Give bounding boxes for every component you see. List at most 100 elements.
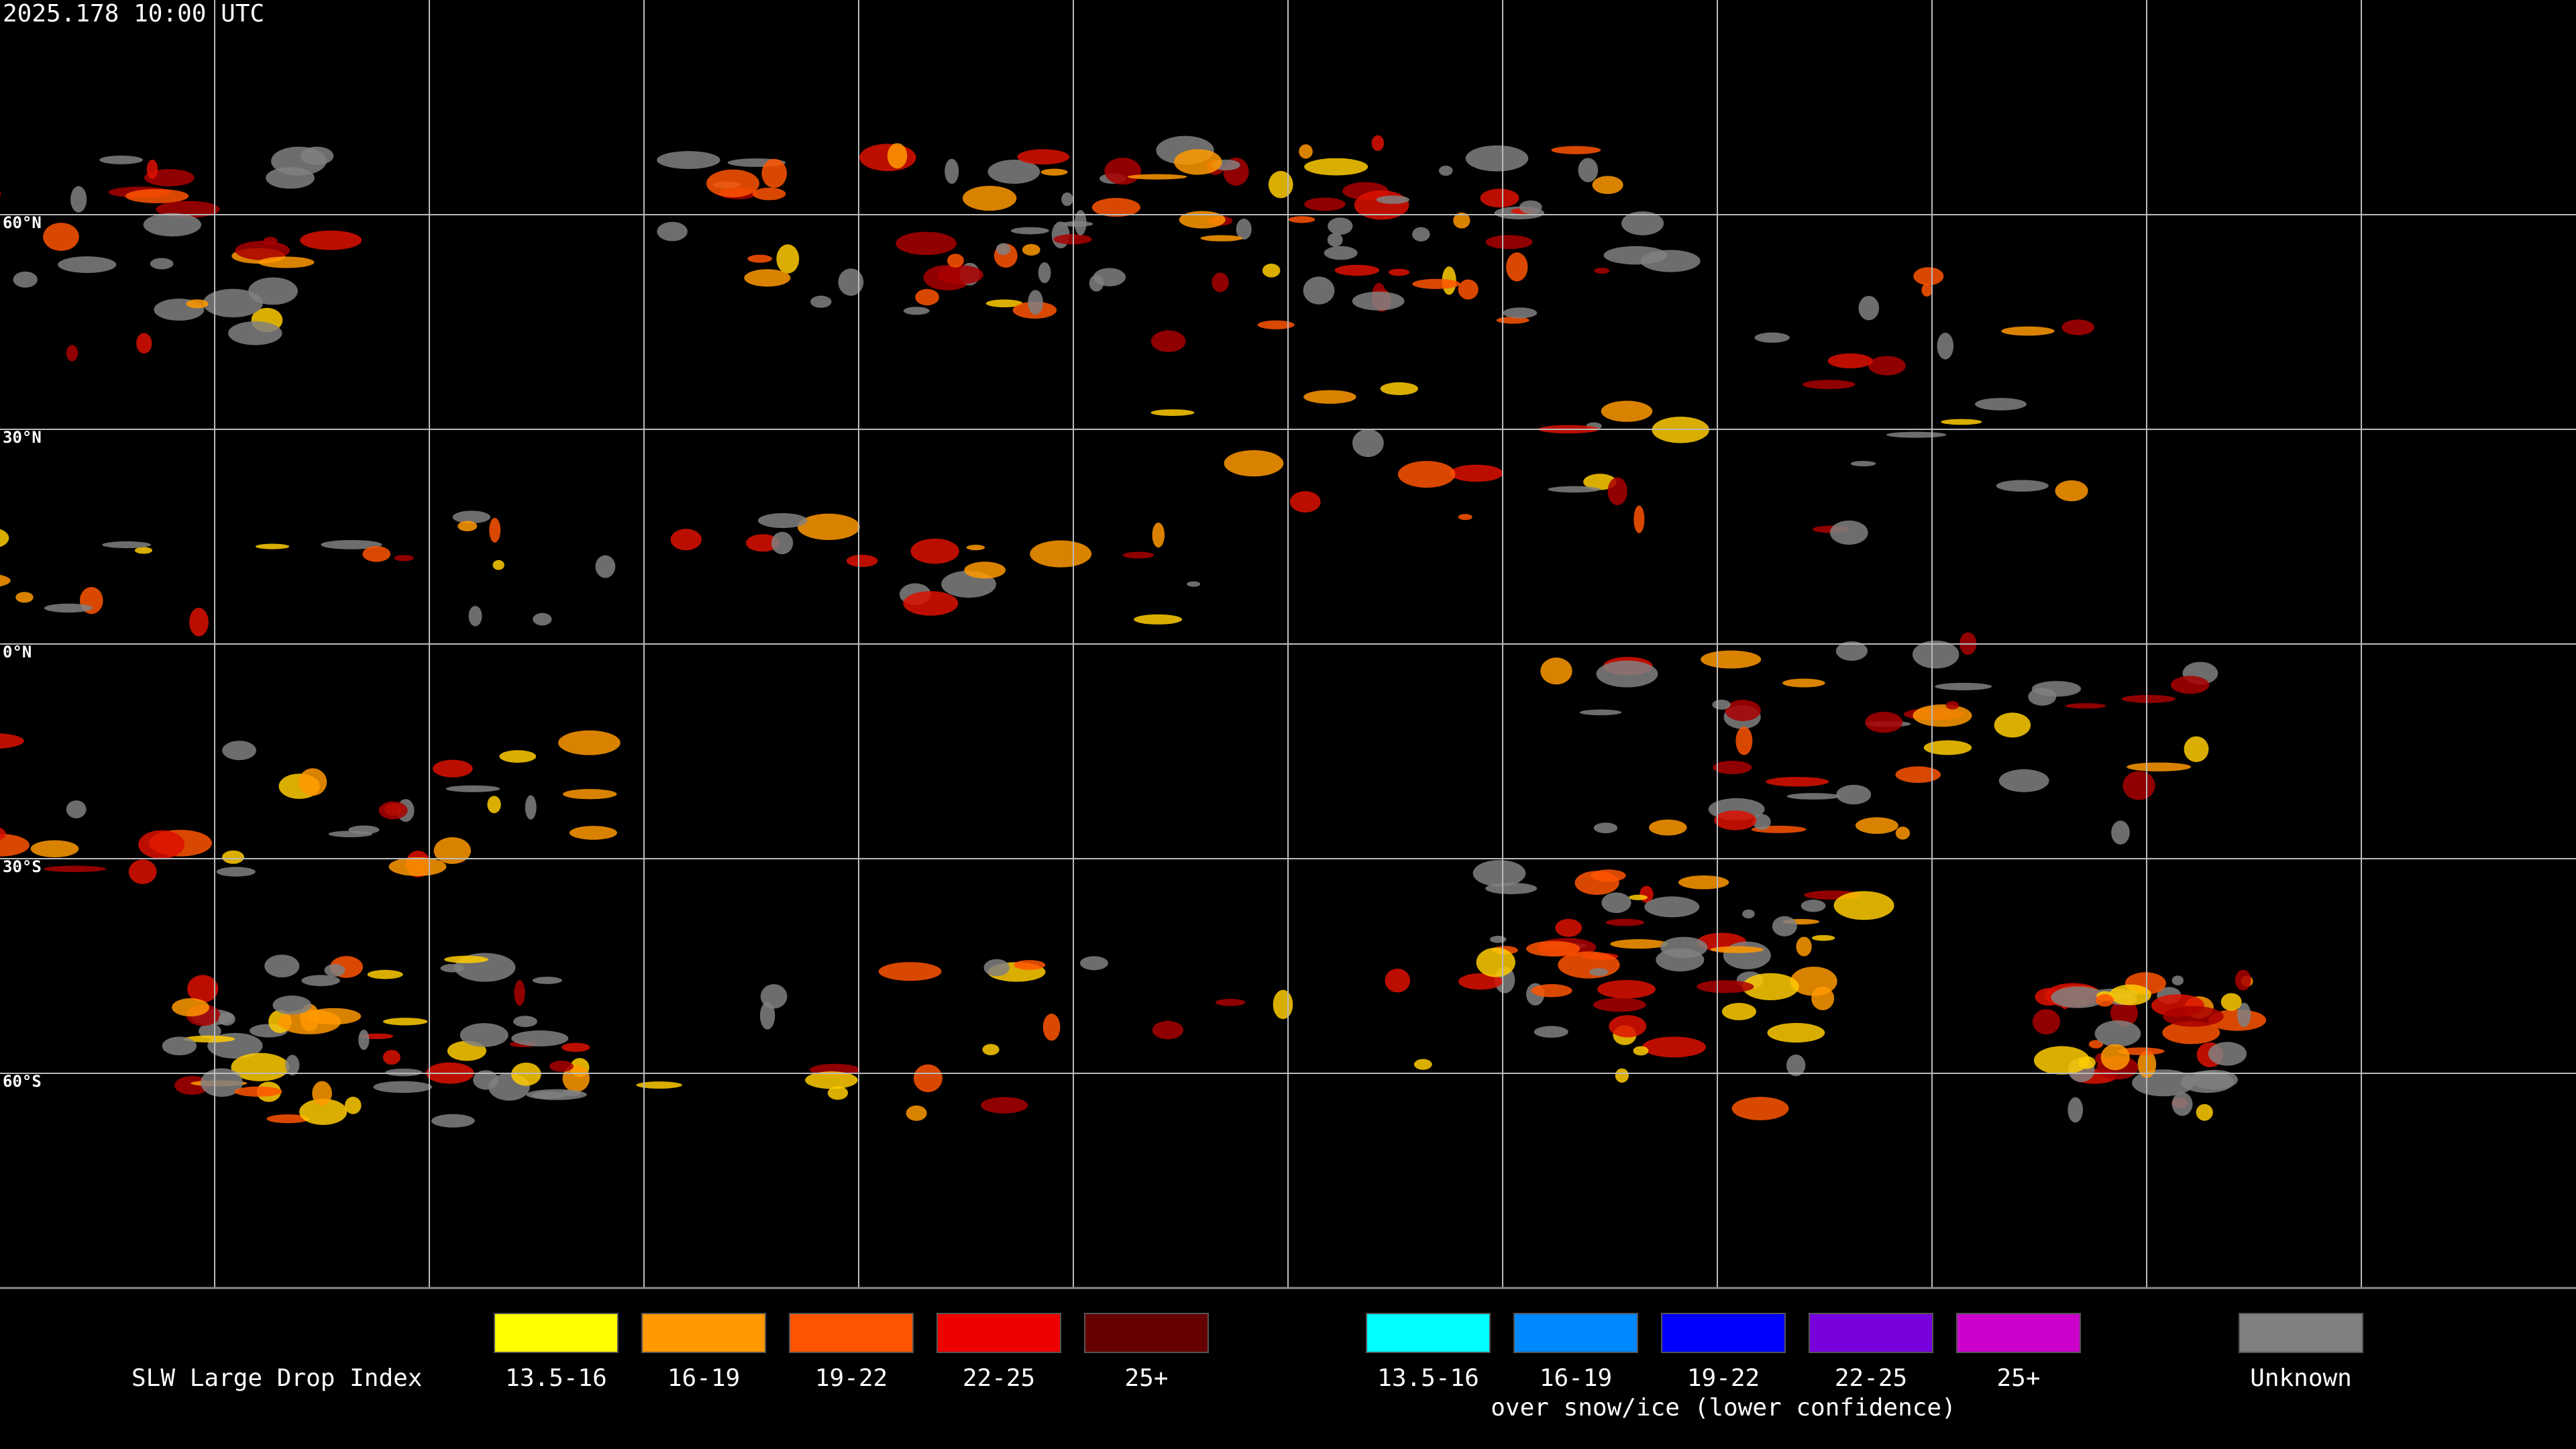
cloud-patch <box>172 998 209 1017</box>
cloud-patch <box>636 1081 682 1089</box>
legend-swatch <box>2239 1313 2363 1353</box>
cloud-patch <box>1593 822 1618 834</box>
cloud-patch <box>1723 941 1771 969</box>
cloud-patch <box>128 859 157 884</box>
cloud-patch <box>1257 320 1295 329</box>
cloud-patch <box>2068 1097 2084 1123</box>
cloud-patch <box>0 191 1 197</box>
cloud-patch <box>1678 875 1729 890</box>
cloud-patch <box>2220 993 2242 1011</box>
cloud-patch <box>752 187 786 201</box>
cloud-patch <box>514 979 525 1006</box>
cloud-patch <box>657 221 688 241</box>
cloud-patch <box>1385 968 1411 993</box>
cloud-patch <box>492 559 504 570</box>
cloud-patch <box>1701 650 1762 669</box>
cloud-patch <box>2094 1020 2141 1047</box>
cloud-patch <box>964 561 1006 579</box>
cloud-patch <box>1273 989 1293 1020</box>
cloud-patch <box>1998 769 2049 792</box>
cloud-patch <box>1621 211 1664 235</box>
cloud-patch <box>143 213 202 237</box>
legend-swatch <box>936 1313 1061 1353</box>
cloud-patch <box>1262 263 1281 278</box>
cloud-patch <box>1596 660 1658 688</box>
cloud-patch <box>2208 1042 2247 1066</box>
cloud-patch <box>987 160 1040 184</box>
cloud-patch <box>1827 353 1873 369</box>
cloud-patch <box>1895 766 1941 784</box>
legend-label: 13.5-16 <box>505 1364 607 1392</box>
cloud-patch <box>2121 694 2176 703</box>
cloud-patch <box>511 1062 541 1086</box>
cloud-patch <box>1712 699 1731 710</box>
cloud-patch <box>99 155 143 164</box>
cloud-patch <box>1040 168 1068 176</box>
cloud-patch <box>1772 916 1797 936</box>
cloud-patch <box>321 539 382 549</box>
cloud-patch <box>1725 700 1761 721</box>
cloud-patch <box>1603 246 1668 265</box>
cloud-patch <box>1334 264 1380 276</box>
cloud-patch <box>1465 145 1529 172</box>
cloud-patch <box>266 167 315 189</box>
cloud-patch <box>378 801 408 820</box>
cloud-patch <box>2031 681 2082 697</box>
cloud-patches <box>0 135 2267 1128</box>
cloud-patch <box>2061 319 2095 335</box>
cloud-patch <box>966 545 985 551</box>
legend-label: 16-19 <box>667 1364 740 1392</box>
cloud-patch <box>1735 727 1753 755</box>
cloud-patch <box>1607 477 1627 506</box>
cloud-patch <box>915 288 939 306</box>
cloud-patch <box>1352 429 1384 458</box>
cloud-patch <box>1413 1059 1432 1070</box>
cloud-patch <box>2100 1044 2130 1071</box>
cloud-patch <box>0 733 24 749</box>
cloud-patch <box>1731 1096 1789 1120</box>
cloud-patch <box>1644 896 1700 918</box>
cloud-patch <box>670 529 702 551</box>
cloud-patch <box>489 517 501 543</box>
cloud-patch <box>1303 390 1356 404</box>
latitude-label: 0°N <box>3 643 32 661</box>
latitude-label: 30°S <box>3 857 42 876</box>
cloud-patch <box>1589 968 1609 976</box>
cloud-patch <box>162 1036 197 1056</box>
cloud-patch <box>1152 523 1165 548</box>
cloud-patch <box>440 964 465 973</box>
legend-swatch <box>1661 1313 1786 1353</box>
cloud-patch <box>13 271 38 288</box>
cloud-patch <box>1412 278 1460 289</box>
cloud-patch <box>1941 419 1982 425</box>
cloud-patch <box>962 185 1017 211</box>
cloud-patch <box>1014 960 1046 970</box>
cloud-patch <box>394 555 414 561</box>
cloud-patch <box>1304 158 1368 176</box>
cloud-patch <box>1974 398 2027 411</box>
cloud-patch <box>1150 330 1186 352</box>
cloud-patch <box>1289 491 1321 513</box>
cloud-patch <box>187 975 219 1003</box>
legend-swatch <box>641 1313 766 1353</box>
cloud-patch <box>1610 939 1668 949</box>
cloud-patch <box>532 976 562 984</box>
cloud-patch <box>306 1008 362 1025</box>
cloud-patch <box>0 574 11 587</box>
cloud-patch <box>186 299 209 309</box>
cloud-patch <box>1079 956 1108 971</box>
cloud-patch <box>1496 317 1529 324</box>
cloud-patch <box>827 1086 849 1100</box>
legend-label: 25+ <box>1996 1364 2040 1392</box>
cloud-patch <box>218 1012 235 1026</box>
cloud-patch <box>1752 814 1771 830</box>
cloud-patch <box>771 531 794 555</box>
cloud-patch <box>2127 762 2192 771</box>
cloud-patch <box>776 244 800 274</box>
cloud-patch <box>1935 682 1992 690</box>
cloud-patch <box>222 850 245 864</box>
legend-swatch <box>1956 1313 2081 1353</box>
cloud-patch <box>983 959 1010 977</box>
cloud-patch <box>1438 165 1453 176</box>
